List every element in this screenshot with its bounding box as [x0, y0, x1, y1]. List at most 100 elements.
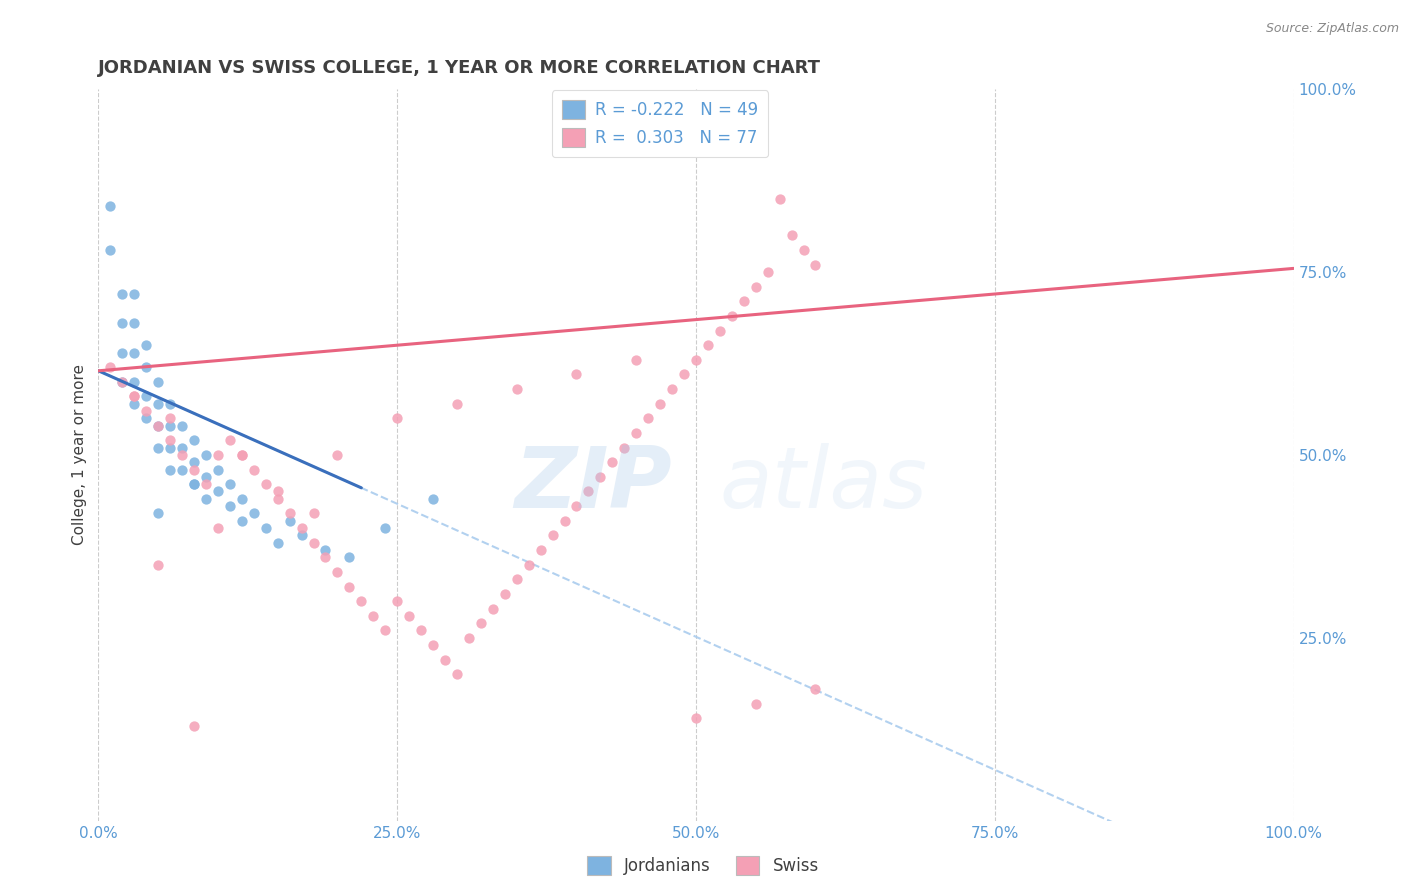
Point [135, 389, 157, 403]
Point [637, 411, 659, 425]
Point [326, 448, 349, 462]
Point [148, 418, 170, 433]
Point [159, 418, 181, 433]
Point [589, 470, 612, 484]
Point [648, 397, 672, 411]
Point [172, 418, 194, 433]
Point [207, 462, 229, 476]
Point [219, 499, 242, 513]
Text: atlas: atlas [720, 442, 928, 525]
Point [350, 594, 373, 608]
Point [194, 477, 218, 491]
Point [254, 521, 277, 535]
Point [602, 455, 624, 469]
Point [745, 697, 768, 711]
Point [98, 243, 122, 257]
Point [315, 543, 337, 558]
Point [124, 389, 146, 403]
Point [278, 507, 301, 521]
Point [385, 411, 409, 425]
Point [363, 608, 385, 623]
Point [541, 528, 564, 542]
Point [768, 192, 790, 206]
Point [446, 667, 468, 681]
Point [243, 462, 266, 476]
Point [111, 287, 134, 301]
Point [565, 499, 588, 513]
Point [231, 448, 253, 462]
Point [172, 462, 194, 476]
Point [339, 580, 360, 594]
Point [517, 558, 540, 572]
Point [756, 265, 779, 279]
Point [709, 324, 731, 338]
Point [302, 507, 325, 521]
Point [721, 309, 744, 323]
Point [745, 279, 768, 293]
Point [231, 514, 253, 528]
Point [554, 514, 576, 528]
Point [685, 352, 707, 367]
Point [506, 382, 529, 396]
Point [267, 484, 290, 499]
Point [733, 294, 755, 309]
Point [422, 638, 444, 652]
Point [446, 397, 468, 411]
Point [207, 521, 229, 535]
Point [529, 543, 551, 558]
Point [148, 375, 170, 389]
Text: ZIP: ZIP [515, 442, 672, 525]
Point [339, 550, 360, 565]
Point [124, 287, 146, 301]
Point [159, 462, 181, 476]
Point [98, 199, 122, 213]
Point [194, 491, 218, 506]
Point [124, 397, 146, 411]
Point [470, 616, 492, 631]
Point [626, 352, 648, 367]
Text: Source: ZipAtlas.com: Source: ZipAtlas.com [1265, 22, 1399, 36]
Point [135, 411, 157, 425]
Legend: R = -0.222   N = 49, R =  0.303   N = 77: R = -0.222 N = 49, R = 0.303 N = 77 [553, 90, 768, 157]
Point [613, 441, 636, 455]
Point [565, 368, 588, 382]
Point [326, 565, 349, 579]
Point [148, 507, 170, 521]
Point [148, 418, 170, 433]
Point [159, 397, 181, 411]
Legend: Jordanians, Swiss: Jordanians, Swiss [581, 849, 825, 881]
Point [194, 448, 218, 462]
Point [148, 558, 170, 572]
Text: JORDANIAN VS SWISS COLLEGE, 1 YEAR OR MORE CORRELATION CHART: JORDANIAN VS SWISS COLLEGE, 1 YEAR OR MO… [98, 59, 821, 77]
Point [111, 345, 134, 359]
Point [172, 441, 194, 455]
Y-axis label: College, 1 year or more: College, 1 year or more [72, 365, 87, 545]
Point [183, 477, 205, 491]
Point [124, 345, 146, 359]
Point [780, 228, 803, 243]
Point [804, 681, 827, 696]
Point [506, 572, 529, 586]
Point [135, 404, 157, 418]
Point [183, 455, 205, 469]
Point [183, 434, 205, 448]
Point [243, 507, 266, 521]
Point [207, 484, 229, 499]
Point [697, 338, 720, 352]
Point [576, 484, 599, 499]
Point [98, 360, 122, 375]
Point [626, 425, 648, 440]
Point [374, 624, 396, 638]
Point [494, 587, 516, 601]
Point [422, 491, 444, 506]
Point [411, 624, 433, 638]
Point [207, 448, 229, 462]
Point [685, 711, 707, 725]
Point [183, 718, 205, 732]
Point [302, 535, 325, 549]
Point [111, 375, 134, 389]
Point [159, 411, 181, 425]
Point [172, 448, 194, 462]
Point [458, 631, 481, 645]
Point [374, 521, 396, 535]
